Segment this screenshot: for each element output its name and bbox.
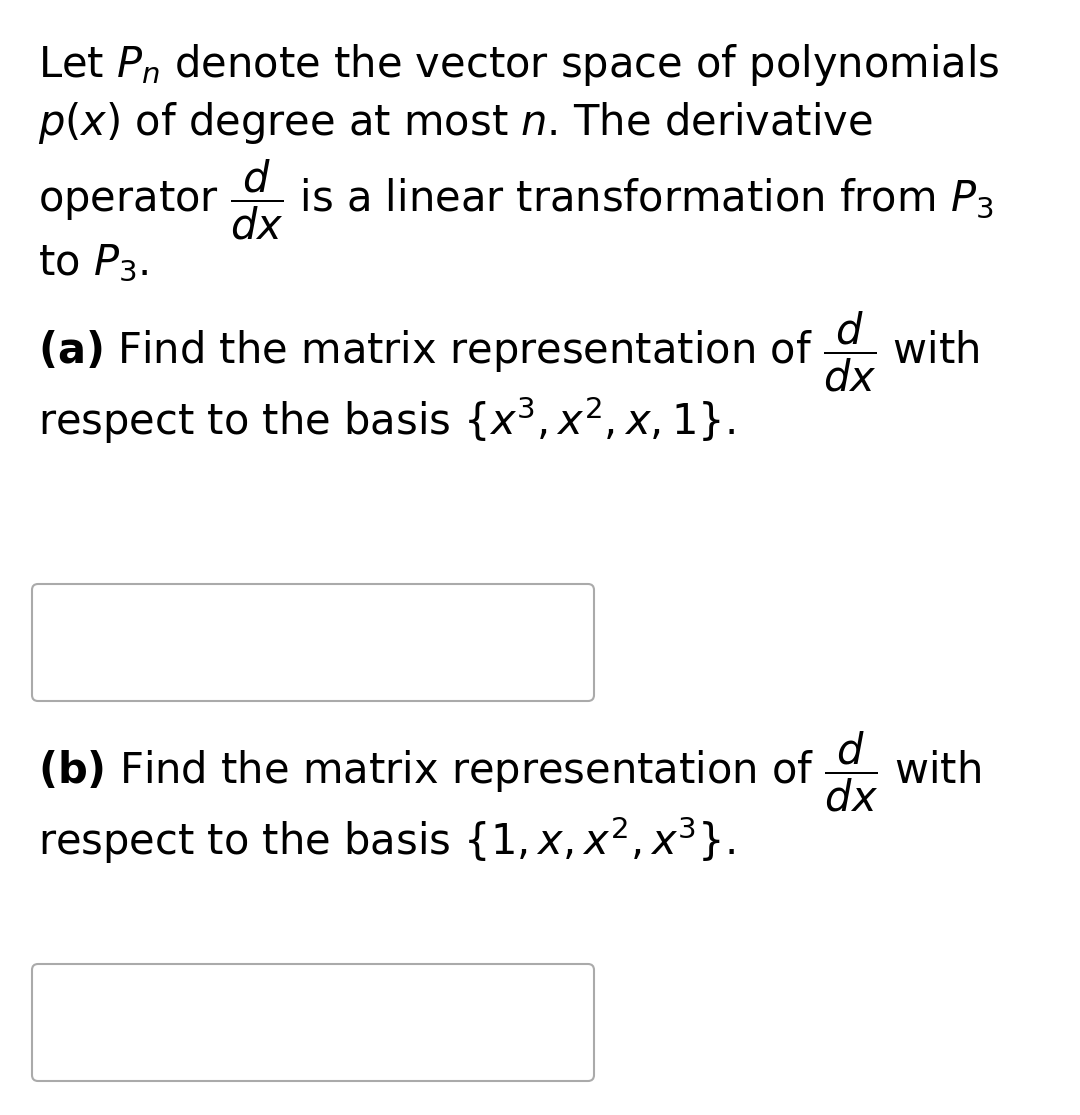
- Text: to $P_3$.: to $P_3$.: [38, 242, 149, 284]
- Text: Let $P_n$ denote the vector space of polynomials: Let $P_n$ denote the vector space of pol…: [38, 42, 1000, 88]
- Text: respect to the basis $\{x^3, x^2, x, 1\}$.: respect to the basis $\{x^3, x^2, x, 1\}…: [38, 394, 734, 446]
- Text: $\mathbf{(a)}$ Find the matrix representation of $\dfrac{d}{dx}$ with: $\mathbf{(a)}$ Find the matrix represent…: [38, 310, 980, 394]
- FancyBboxPatch shape: [32, 584, 594, 701]
- Text: $\mathbf{(b)}$ Find the matrix representation of $\dfrac{d}{dx}$ with: $\mathbf{(b)}$ Find the matrix represent…: [38, 730, 981, 814]
- Text: operator $\dfrac{d}{dx}$ is a linear transformation from $P_3$: operator $\dfrac{d}{dx}$ is a linear tra…: [38, 158, 994, 242]
- Text: respect to the basis $\{1, x, x^2, x^3\}$.: respect to the basis $\{1, x, x^2, x^3\}…: [38, 814, 734, 865]
- FancyBboxPatch shape: [32, 964, 594, 1082]
- Text: $p(x)$ of degree at most $n$. The derivative: $p(x)$ of degree at most $n$. The deriva…: [38, 100, 873, 146]
